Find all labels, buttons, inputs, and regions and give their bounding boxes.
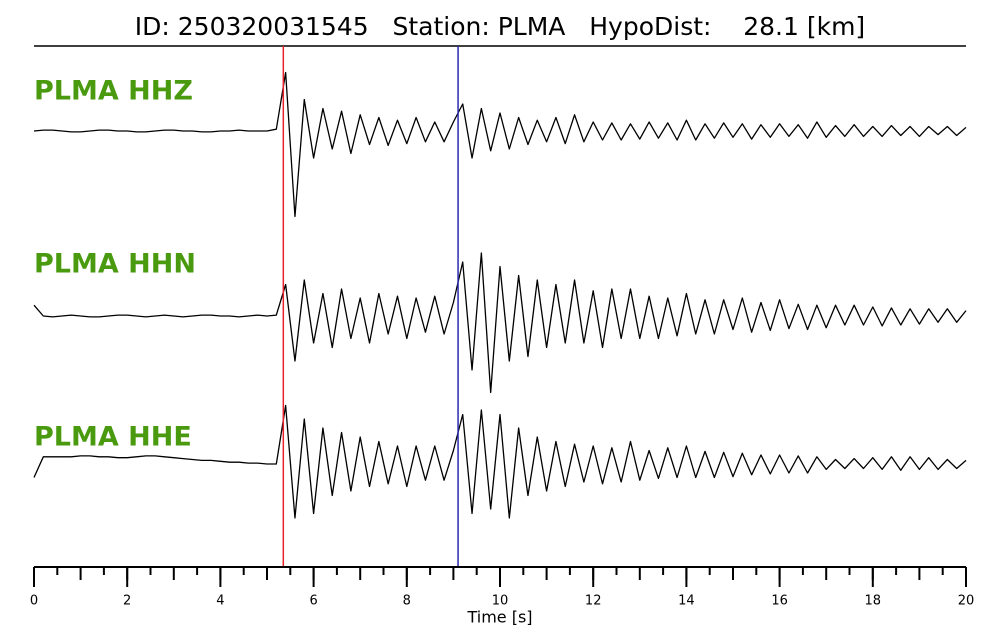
x-tick-label: 18 [865,594,882,609]
x-tick-label: 6 [309,594,317,609]
chart-title: ID: 250320031545 Station: PLMA HypoDist:… [135,12,865,41]
x-tick-label: 20 [958,594,975,609]
x-tick-label: 12 [585,594,602,609]
x-tick-label: 8 [403,594,411,609]
trace-label: PLMA HHZ [34,76,193,107]
waveform [33,252,967,394]
x-axis-label: Time [s] [466,608,532,627]
trace-label: PLMA HHE [34,422,192,453]
waveform [33,71,967,218]
x-tick-label: 14 [678,594,695,609]
waveform [33,404,967,519]
x-tick-label: 4 [216,594,224,609]
x-tick-label: 10 [492,594,509,609]
x-tick-label: 0 [30,594,38,609]
x-tick-label: 2 [123,594,131,609]
trace-label: PLMA HHN [34,249,196,280]
x-tick-label: 16 [771,594,788,609]
